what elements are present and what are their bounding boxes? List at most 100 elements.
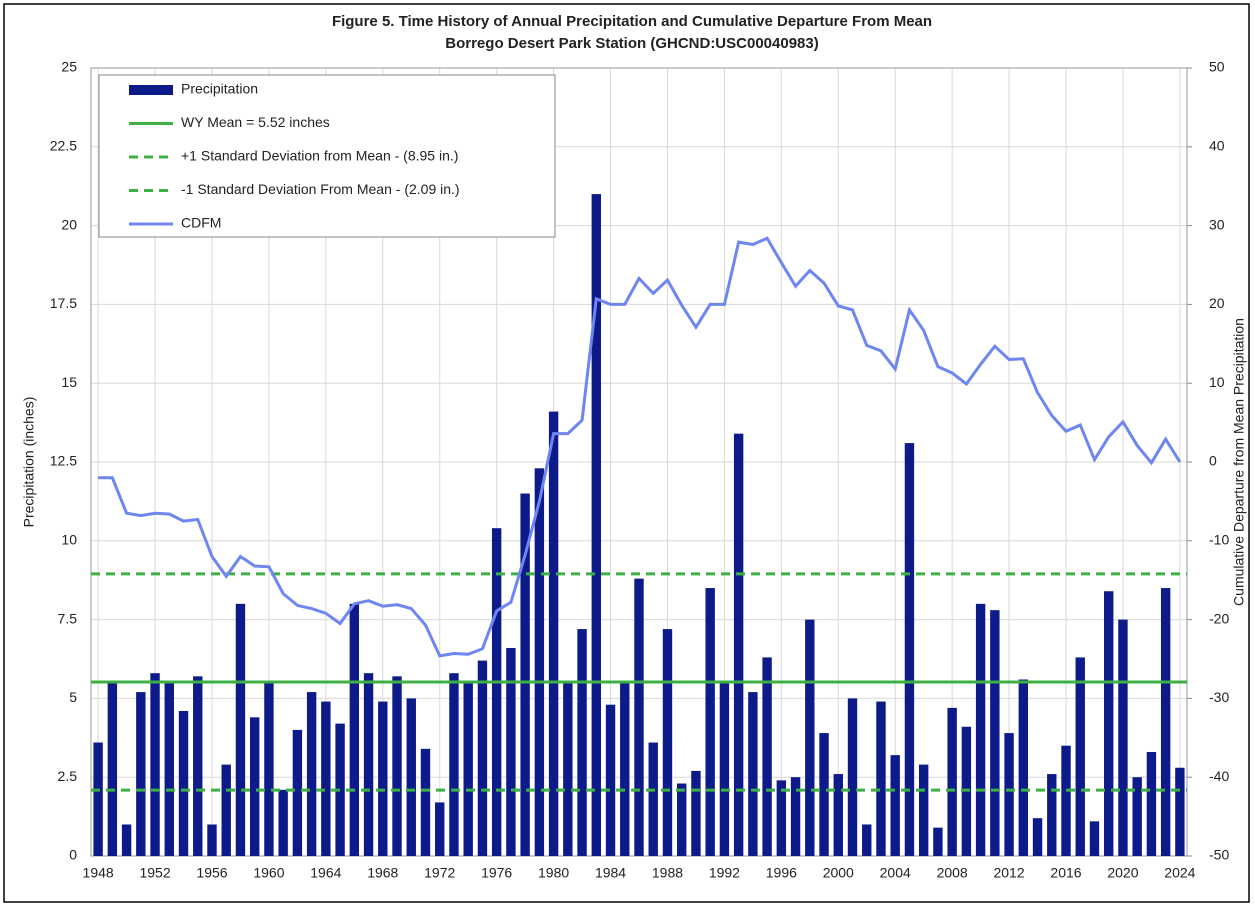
bar: [435, 802, 445, 856]
bar: [406, 698, 416, 856]
bar: [862, 824, 872, 856]
bar: [392, 676, 402, 856]
bar: [335, 723, 345, 856]
bar: [1061, 745, 1071, 856]
bar: [136, 692, 146, 856]
bar: [235, 603, 246, 856]
x-tick-label: 1968: [367, 865, 398, 881]
bar: [890, 755, 900, 856]
bar: [577, 629, 587, 856]
legend-label: CDFM: [181, 215, 221, 231]
bar: [534, 468, 545, 856]
x-tick-label: 1996: [766, 865, 797, 881]
y2-tick-label: 50: [1209, 59, 1225, 75]
bar: [463, 682, 473, 856]
bar: [805, 619, 815, 856]
bar: [620, 682, 630, 856]
bar: [292, 729, 303, 856]
bar: [164, 682, 174, 856]
bar: [221, 764, 231, 856]
bar: [178, 711, 189, 856]
bar: [378, 701, 388, 856]
bar: [648, 742, 658, 856]
bar: [107, 682, 118, 856]
bar: [563, 682, 573, 856]
y-axis-label: Precipitation (inches): [21, 397, 37, 528]
bar: [634, 578, 644, 856]
bar: [491, 528, 502, 856]
x-tick-label: 2000: [823, 865, 854, 881]
y-tick-label: 2.5: [58, 768, 78, 784]
y2-tick-label: 40: [1209, 138, 1225, 154]
y-tick-label: 0: [69, 847, 77, 863]
bar: [975, 603, 986, 856]
bar: [1047, 774, 1057, 856]
x-tick-label: 1976: [481, 865, 512, 881]
bar: [833, 774, 843, 856]
legend-label: Precipitation: [181, 81, 258, 97]
bar: [947, 707, 957, 856]
bar: [790, 777, 801, 856]
bar: [904, 443, 915, 856]
bar: [990, 610, 1000, 856]
bar: [121, 824, 132, 856]
bar: [363, 673, 374, 856]
y-tick-label: 22.5: [50, 138, 77, 154]
bar: [776, 780, 787, 856]
legend-label: +1 Standard Deviation from Mean - (8.95 …: [181, 148, 458, 164]
y-tick-label: 20: [61, 216, 77, 232]
x-tick-label: 2004: [880, 865, 911, 881]
x-tick-label: 1988: [652, 865, 683, 881]
y2-tick-label: 10: [1209, 374, 1225, 390]
bar: [150, 673, 160, 856]
y-tick-label: 5: [69, 689, 77, 705]
x-tick-label: 1984: [595, 865, 626, 881]
bar: [847, 698, 858, 856]
bar: [207, 824, 217, 856]
bar: [1089, 821, 1100, 856]
y2-axis-label: Cumulative Departure from Mean Precipita…: [1231, 318, 1247, 606]
bar: [1118, 619, 1128, 856]
bar: [819, 733, 829, 856]
bar: [662, 629, 673, 856]
legend-label: -1 Standard Deviation From Mean - (2.09 …: [181, 181, 460, 197]
bar: [449, 673, 459, 856]
x-tick-label: 1952: [139, 865, 170, 881]
bar: [1104, 591, 1114, 856]
y-tick-label: 7.5: [58, 610, 78, 626]
bar: [1160, 588, 1171, 856]
bar: [733, 433, 744, 856]
line: [98, 236, 1182, 658]
y-tick-label: 15: [61, 374, 77, 390]
bar: [1032, 818, 1043, 856]
legend-swatch: [129, 85, 173, 95]
x-tick-label: 1992: [709, 865, 740, 881]
x-tick-label: 1980: [538, 865, 569, 881]
bar: [1004, 733, 1014, 856]
bar: [705, 588, 715, 856]
x-tick-label: 1956: [196, 865, 227, 881]
y2-tick-label: -30: [1209, 689, 1229, 705]
bar: [249, 717, 260, 856]
bar: [933, 827, 943, 856]
bar: [605, 704, 616, 856]
y2-tick-label: 20: [1209, 295, 1225, 311]
chart-subtitle: Borrego Desert Park Station (GHCND:USC00…: [445, 35, 818, 52]
bar: [420, 748, 431, 856]
bar: [876, 701, 886, 856]
bar: [278, 789, 288, 856]
legend-label: WY Mean = 5.52 inches: [181, 114, 330, 130]
x-tick-label: 1964: [310, 865, 341, 881]
x-tick-label: 1972: [424, 865, 455, 881]
bar: [477, 660, 488, 856]
x-tick-label: 2012: [993, 865, 1024, 881]
x-tick-label: 2020: [1107, 865, 1138, 881]
bar: [762, 657, 772, 856]
bar: [321, 701, 331, 856]
x-tick-label: 2024: [1164, 865, 1195, 881]
bar: [193, 676, 203, 856]
bar: [591, 194, 601, 856]
legend: [98, 74, 556, 238]
y2-tick-label: -20: [1209, 610, 1229, 626]
